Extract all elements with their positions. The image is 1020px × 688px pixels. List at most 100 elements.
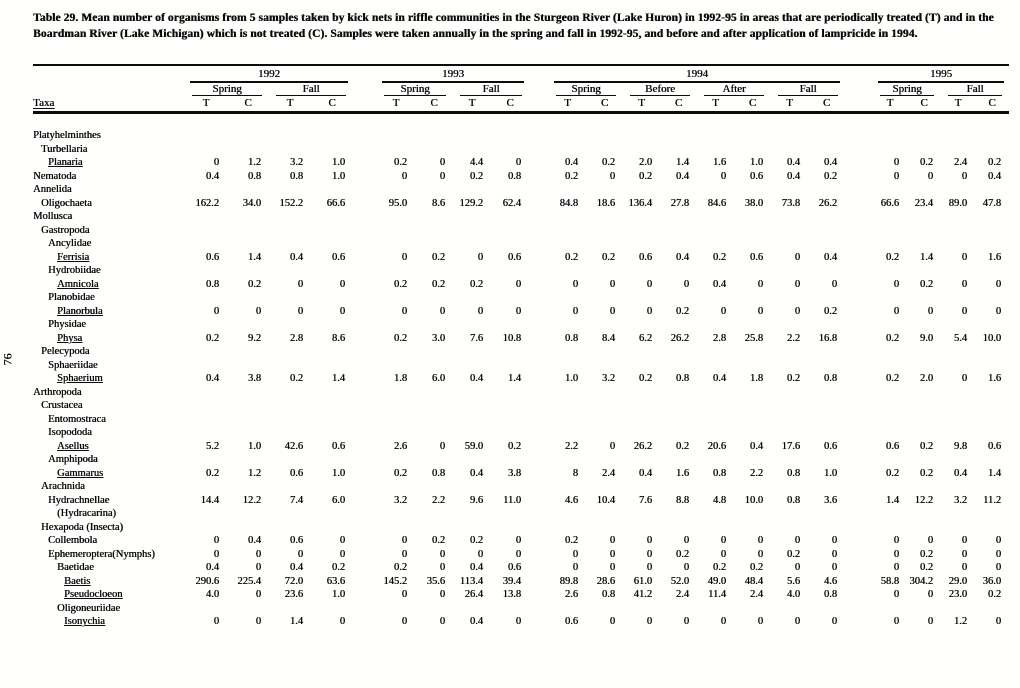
value-cell (808, 182, 845, 196)
value-cell (975, 263, 1009, 277)
value-cell: 0 (477, 251, 483, 263)
season-label: Spring (192, 83, 262, 96)
value-cell: 3.8 (247, 373, 261, 385)
value-cell: 0.2 (564, 535, 578, 547)
value-cell (941, 317, 975, 331)
treated-header: T (771, 96, 808, 114)
value-cell: 38.0 (744, 197, 763, 209)
value-cell: 0 (213, 548, 219, 560)
value-cell (415, 601, 453, 615)
gap-cell (529, 196, 549, 210)
value-cell (185, 236, 227, 250)
value-cell: 0 (831, 278, 837, 290)
value-cell (311, 385, 353, 399)
value-cell (311, 601, 353, 615)
value-cell (549, 520, 586, 534)
value-cell: 0.4 (289, 562, 303, 574)
value-cell (311, 479, 353, 493)
value-cell: 0 (757, 616, 763, 628)
gap-cell (353, 601, 377, 615)
value-cell: 0 (401, 251, 407, 263)
value-cell: 0.2 (919, 440, 933, 452)
value-cell: 2.2 (564, 440, 578, 452)
value-cell (771, 358, 808, 372)
value-cell: 0.8 (507, 170, 521, 182)
value-cell (941, 209, 975, 223)
control-header: C (227, 96, 269, 114)
value-cell: 29.0 (948, 575, 967, 587)
value-cell (311, 344, 353, 358)
value-cell: 0 (213, 305, 219, 317)
value-cell: 0.2 (919, 157, 933, 169)
value-cell: 0.2 (393, 332, 407, 344)
gap-cell (845, 466, 873, 480)
value-cell: 0.8 (712, 467, 726, 479)
value-cell (975, 344, 1009, 358)
value-cell (808, 142, 845, 156)
season-label: Before (630, 83, 690, 96)
taxa-cell: Isonychia (33, 614, 185, 628)
value-cell: 0 (213, 157, 219, 169)
value-cell: 0.8 (786, 494, 800, 506)
value-cell: 0.2 (749, 562, 763, 574)
value-cell (734, 385, 771, 399)
value-cell (453, 113, 491, 142)
value-cell (491, 263, 529, 277)
table-row: Arachnida (33, 479, 1009, 493)
value-cell (873, 317, 907, 331)
value-cell (697, 236, 734, 250)
value-cell (734, 182, 771, 196)
value-cell: 2.4 (601, 467, 615, 479)
gap-cell (845, 425, 873, 439)
gap-cell (529, 277, 549, 291)
value-cell: 0 (683, 562, 689, 574)
value-cell: 0 (572, 305, 578, 317)
value-cell (415, 506, 453, 520)
value-cell (491, 223, 529, 237)
value-cell (269, 479, 311, 493)
value-cell (941, 290, 975, 304)
taxa-cell: Gastropoda (33, 223, 185, 237)
taxa-name: Ferrisia (57, 251, 90, 263)
value-cell: 2.8 (289, 332, 303, 344)
value-cell (185, 290, 227, 304)
value-cell (771, 385, 808, 399)
value-cell (269, 209, 311, 223)
value-cell (697, 344, 734, 358)
value-cell: 26.2 (818, 197, 837, 209)
value-cell: 0 (646, 305, 652, 317)
gap-cell (529, 344, 549, 358)
value-cell (586, 344, 623, 358)
value-cell (771, 236, 808, 250)
value-cell: 0 (794, 535, 800, 547)
value-cell: 58.8 (880, 575, 899, 587)
value-cell: 0.6 (885, 440, 899, 452)
value-cell: 0 (297, 548, 303, 560)
value-cell (623, 358, 660, 372)
value-cell (586, 506, 623, 520)
value-cell: 8.6 (431, 197, 445, 209)
taxa-name: Amnicola (57, 278, 99, 290)
value-cell (975, 601, 1009, 615)
treated-header: T (623, 96, 660, 114)
table-row: Entomostraca (33, 412, 1009, 426)
value-cell (549, 236, 586, 250)
value-cell: 0.2 (393, 157, 407, 169)
gap-cell (529, 263, 549, 277)
value-cell: 7.6 (469, 332, 483, 344)
gap-cell (845, 290, 873, 304)
value-cell: 8.6 (331, 332, 345, 344)
value-cell (697, 479, 734, 493)
gap-cell (529, 236, 549, 250)
gap-cell (845, 412, 873, 426)
value-cell (771, 263, 808, 277)
value-cell: 84.8 (559, 197, 578, 209)
page-number: 76 (0, 353, 15, 366)
control-header: C (907, 96, 941, 114)
value-cell (873, 236, 907, 250)
value-cell: 0.2 (823, 305, 837, 317)
value-cell (873, 398, 907, 412)
value-cell (549, 358, 586, 372)
value-cell: 0 (893, 535, 899, 547)
value-cell: 89.8 (559, 575, 578, 587)
